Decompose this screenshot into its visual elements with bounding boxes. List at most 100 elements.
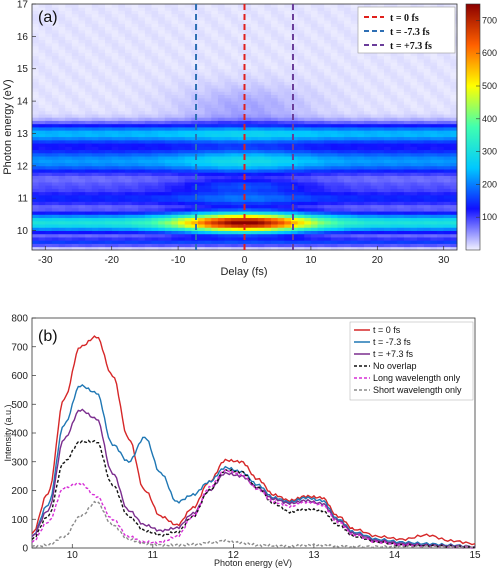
- heatmap-cell: [271, 172, 279, 176]
- heatmap-cell: [330, 29, 338, 34]
- heatmap-cell: [430, 62, 438, 66]
- heatmap-cell: [124, 88, 133, 92]
- heatmap-cell: [344, 75, 352, 79]
- heatmap-cell: [78, 165, 86, 170]
- heatmap-cell: [350, 220, 358, 225]
- heatmap-cell: [364, 139, 372, 144]
- heatmap-cell: [357, 243, 365, 248]
- heatmap-cell: [390, 198, 398, 202]
- heatmap-cell: [443, 59, 451, 63]
- heatmap-cell: [271, 188, 279, 193]
- heatmap-cell: [257, 217, 265, 222]
- heatmap-cell: [91, 214, 99, 219]
- heatmap-cell: [191, 110, 199, 115]
- heatmap-cell: [304, 42, 312, 47]
- heatmap-cell: [337, 198, 345, 202]
- heatmap-cell: [111, 46, 119, 50]
- heatmap-cell: [337, 4, 345, 8]
- heatmap-cell: [383, 120, 391, 125]
- heatmap-cell: [237, 101, 245, 105]
- heatmap-cell: [251, 101, 259, 105]
- heatmap-cell: [237, 97, 245, 102]
- heatmap-cell: [204, 156, 212, 160]
- heatmap-cell: [98, 97, 106, 102]
- heatmap-cell: [257, 146, 265, 151]
- heatmap-cell: [111, 107, 119, 112]
- heatmap-cell: [138, 65, 146, 70]
- heatmap-cell: [224, 110, 232, 115]
- heatmap-cell: [98, 101, 106, 105]
- heatmap-cell: [171, 23, 179, 28]
- heatmap-cell: [111, 65, 119, 70]
- heatmap-cell: [158, 194, 166, 199]
- heatmap-cell: [178, 23, 186, 28]
- heatmap-cell: [91, 52, 99, 57]
- heatmap-cell: [51, 110, 59, 115]
- heatmap-cell: [350, 198, 358, 202]
- heatmap-cell: [32, 194, 40, 199]
- heatmap-cell: [184, 36, 192, 41]
- heatmap-cell: [397, 237, 405, 241]
- heatmap-cell: [38, 204, 46, 209]
- heatmap-cell: [171, 78, 179, 83]
- heatmap-cell: [397, 217, 405, 222]
- heatmap-cell: [403, 194, 411, 199]
- heatmap-cell: [237, 13, 245, 18]
- heatmap-cell: [423, 214, 431, 219]
- heatmap-cell: [251, 227, 259, 231]
- heatmap-cell: [204, 10, 212, 15]
- heatmap-cell: [65, 133, 73, 138]
- y-tick-label: 10: [17, 226, 29, 237]
- heatmap-cell: [91, 149, 99, 154]
- heatmap-cell: [390, 78, 398, 83]
- heatmap-cell: [304, 36, 312, 41]
- heatmap-cell: [124, 188, 133, 193]
- heatmap-cell: [304, 214, 312, 219]
- heatmap-cell: [111, 240, 119, 244]
- heatmap-cell: [423, 230, 431, 235]
- heatmap-cell: [85, 152, 93, 157]
- heatmap-cell: [271, 29, 279, 34]
- y-tick-label: 0: [22, 544, 28, 555]
- panel-b-legend-box: [349, 321, 474, 401]
- heatmap-cell: [118, 78, 126, 83]
- heatmap-cell: [45, 194, 53, 199]
- heatmap-cell: [184, 169, 192, 173]
- heatmap-cell: [85, 52, 93, 57]
- heatmap-cell: [370, 59, 378, 63]
- heatmap-cell: [403, 71, 411, 76]
- heatmap-cell: [224, 214, 232, 219]
- heatmap-cell: [271, 55, 279, 60]
- heatmap-cell: [118, 143, 126, 147]
- heatmap-cell: [164, 220, 172, 225]
- heatmap-cell: [383, 65, 391, 70]
- heatmap-cell: [217, 29, 225, 34]
- heatmap-cell: [437, 117, 445, 121]
- heatmap-cell: [131, 156, 139, 160]
- heatmap-cell: [364, 81, 372, 86]
- heatmap-cell: [383, 162, 391, 167]
- heatmap-cell: [158, 169, 166, 173]
- heatmap-cell: [51, 88, 59, 92]
- heatmap-cell: [198, 127, 206, 131]
- heatmap-cell: [51, 42, 59, 47]
- heatmap-cell: [164, 139, 172, 144]
- heatmap-cell: [178, 39, 186, 44]
- heatmap-cell: [45, 230, 53, 235]
- heatmap-cell: [271, 224, 279, 228]
- heatmap-cell: [304, 198, 312, 202]
- heatmap-cell: [71, 91, 79, 96]
- heatmap-cell: [430, 224, 438, 228]
- heatmap-cell: [158, 117, 166, 121]
- heatmap-cell: [171, 204, 179, 209]
- heatmap-cell: [450, 143, 458, 147]
- heatmap-cell: [211, 207, 219, 212]
- heatmap-cell: [204, 65, 212, 70]
- heatmap-cell: [304, 217, 312, 222]
- heatmap-cell: [284, 101, 292, 105]
- heatmap-cell: [364, 104, 372, 108]
- heatmap-cell: [178, 107, 186, 112]
- heatmap-cell: [224, 188, 232, 193]
- heatmap-cell: [417, 117, 425, 121]
- heatmap-cell: [237, 198, 245, 202]
